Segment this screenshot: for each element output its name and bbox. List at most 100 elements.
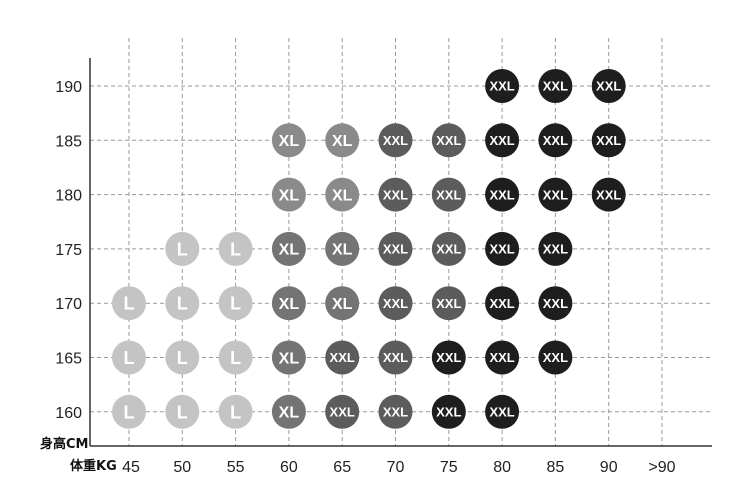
size-dot: XXL — [538, 177, 573, 212]
y-tick-label: 190 — [55, 79, 82, 96]
size-dot-circle — [485, 69, 520, 103]
size-dot-circle — [591, 123, 626, 158]
size-dot-circle — [271, 123, 306, 158]
size-dot: L — [112, 340, 146, 375]
size-dot-label: XXL — [436, 187, 461, 202]
size-dot: XXL — [485, 286, 520, 321]
size-dot-label: XXL — [543, 187, 568, 202]
size-dot-circle — [538, 123, 573, 158]
size-dot: XXL — [378, 340, 413, 375]
size-dot-label: XXL — [330, 404, 355, 419]
size-dot-circle — [165, 394, 200, 429]
size-dot-circle — [378, 177, 413, 212]
size-dot: XXL — [485, 123, 520, 158]
size-dot: XL — [271, 394, 306, 429]
size-dot: XXL — [485, 340, 520, 375]
size-dot: XL — [271, 177, 306, 212]
size-dot: L — [165, 394, 200, 429]
size-dot-label: XXL — [543, 79, 568, 94]
size-dot-label: XL — [279, 242, 300, 259]
y-tick-label: 180 — [55, 188, 82, 205]
size-dot-label: XXL — [489, 350, 514, 365]
y-tick-label: 160 — [55, 405, 82, 422]
size-dot-label: XXL — [436, 404, 461, 419]
size-dot: XXL — [591, 177, 626, 212]
size-dot: XL — [325, 231, 360, 266]
y-tick-label: 165 — [55, 351, 82, 368]
size-dot-circle — [538, 231, 573, 266]
size-dot-circle — [165, 231, 200, 266]
x-tick-label: 85 — [547, 459, 565, 476]
size-dot: XXL — [325, 340, 360, 375]
size-dot-label: L — [230, 348, 241, 368]
x-tick-label: 75 — [440, 459, 458, 476]
size-dot: XL — [271, 286, 306, 321]
size-dot-label: XL — [279, 187, 300, 204]
size-dot-label: L — [177, 402, 188, 422]
size-dot-label: L — [124, 402, 135, 422]
size-dot: XXL — [378, 231, 413, 266]
size-dot: L — [218, 394, 253, 429]
size-dot-label: XXL — [436, 350, 461, 365]
size-dot-label: XXL — [330, 350, 355, 365]
size-dot: L — [218, 286, 253, 321]
size-dot: XXL — [378, 286, 413, 321]
size-dot-circle — [431, 177, 466, 212]
size-dot: XXL — [431, 340, 466, 375]
size-dot-circle — [431, 123, 466, 158]
size-dot: L — [165, 340, 200, 375]
axes — [89, 58, 712, 447]
size-dot-circle — [112, 394, 146, 429]
size-dot: XL — [271, 231, 306, 266]
size-dot-label: L — [124, 294, 135, 314]
size-dot-label: L — [230, 402, 241, 422]
size-dot-label: XXL — [543, 350, 568, 365]
x-tick-label: 80 — [493, 459, 511, 476]
size-dot-circle — [485, 340, 520, 375]
size-dot-circle — [591, 69, 626, 103]
size-dot: XXL — [431, 394, 466, 429]
size-dot-label: XXL — [543, 133, 568, 148]
x-tick-label: 55 — [227, 459, 245, 476]
size-dot-label: XXL — [489, 242, 514, 257]
size-dot-label: XL — [332, 296, 353, 313]
size-dot-circle — [325, 286, 360, 321]
y-tick-label: 185 — [55, 133, 82, 150]
size-dot-circle — [218, 340, 253, 375]
size-dot: XXL — [538, 123, 573, 158]
size-dot-label: XXL — [489, 133, 514, 148]
size-dot-circle — [431, 231, 466, 266]
size-dot-circle — [538, 286, 573, 321]
size-dot: L — [112, 286, 146, 321]
size-dot: XL — [271, 340, 306, 375]
size-dot-circle — [271, 231, 306, 266]
size-dot-label: XXL — [489, 404, 514, 419]
size-dot-circle — [325, 123, 360, 158]
size-dot-circle — [431, 340, 466, 375]
size-dot-circle — [378, 394, 413, 429]
size-dot-label: L — [230, 294, 241, 314]
size-dot-label: XXL — [436, 133, 461, 148]
size-dot: XXL — [538, 286, 573, 321]
x-tick-label: 60 — [280, 459, 298, 476]
size-dot-label: XXL — [383, 350, 408, 365]
size-dot-circle — [271, 286, 306, 321]
size-dot-circle — [591, 177, 626, 212]
size-dot: XXL — [591, 123, 626, 158]
size-dot-circle — [165, 340, 200, 375]
size-dot-label: XXL — [543, 296, 568, 311]
size-dot: XXL — [431, 286, 466, 321]
size-dot: XXL — [325, 394, 360, 429]
size-dot-circle — [325, 231, 360, 266]
size-dot: XXL — [485, 177, 520, 212]
size-dot: XXL — [431, 123, 466, 158]
size-dot-circle — [538, 340, 573, 375]
size-dot-label: XXL — [383, 187, 408, 202]
size-dot-label: XXL — [436, 296, 461, 311]
size-dot-circle — [378, 286, 413, 321]
size-dot: XXL — [485, 231, 520, 266]
size-dot: XXL — [431, 177, 466, 212]
size-dot-circle — [325, 394, 360, 429]
size-dot: L — [218, 340, 253, 375]
size-dot: XXL — [538, 340, 573, 375]
